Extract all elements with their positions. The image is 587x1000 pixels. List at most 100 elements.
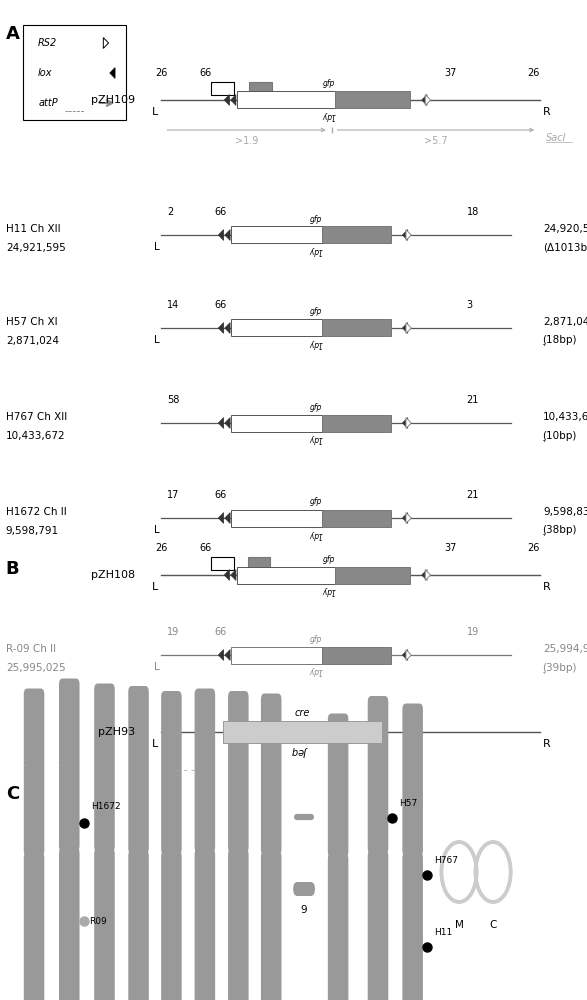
Text: 9,598,791: 9,598,791 [6, 526, 59, 536]
FancyBboxPatch shape [228, 691, 249, 853]
Text: M: M [454, 920, 464, 930]
Polygon shape [225, 650, 230, 660]
Polygon shape [225, 323, 230, 333]
Text: C: C [6, 785, 19, 803]
Text: 25,994,985: 25,994,985 [543, 644, 587, 654]
Text: 2,871,024: 2,871,024 [6, 336, 59, 346]
Text: (Δ1013bp): (Δ1013bp) [543, 243, 587, 253]
Text: attP: attP [38, 98, 58, 108]
Text: H767: H767 [434, 856, 458, 865]
Text: 1dy: 1dy [308, 530, 323, 538]
Polygon shape [218, 650, 224, 660]
Bar [223, 721, 382, 743]
Polygon shape [110, 68, 115, 78]
Polygon shape [406, 418, 411, 428]
FancyBboxPatch shape [128, 850, 149, 1000]
FancyBboxPatch shape [94, 848, 114, 1000]
Text: 37: 37 [444, 68, 457, 78]
Text: 2: 2 [167, 207, 174, 217]
Bar [322, 226, 391, 243]
Text: lox: lox [38, 68, 53, 78]
Text: R: R [543, 107, 551, 117]
Text: 66: 66 [214, 490, 227, 500]
Bar [322, 510, 391, 526]
FancyBboxPatch shape [59, 678, 80, 851]
Text: L: L [152, 582, 158, 592]
FancyBboxPatch shape [403, 704, 423, 856]
Text: A: A [6, 25, 20, 43]
Text: gfp: gfp [322, 80, 335, 89]
Text: 14: 14 [167, 300, 180, 310]
Text: 58: 58 [167, 395, 180, 405]
Polygon shape [224, 95, 230, 105]
Text: 1dy: 1dy [308, 667, 323, 676]
Text: L: L [154, 242, 160, 252]
Bar [322, 414, 391, 432]
Bar [249, 82, 272, 95]
Polygon shape [218, 418, 224, 428]
Text: L: L [152, 107, 158, 117]
Polygon shape [406, 323, 411, 333]
Text: 21: 21 [467, 490, 479, 500]
Text: 24,920,581: 24,920,581 [543, 224, 587, 234]
Polygon shape [421, 95, 427, 105]
Bar [231, 414, 322, 432]
Text: >1.9: >1.9 [235, 136, 258, 146]
Text: Jeq: Jeq [295, 746, 310, 756]
FancyBboxPatch shape [128, 686, 149, 854]
FancyBboxPatch shape [261, 694, 282, 855]
Text: 1dy: 1dy [308, 434, 323, 444]
Text: H57: H57 [399, 799, 418, 808]
Bar [248, 557, 270, 570]
Bar [231, 319, 322, 336]
Polygon shape [403, 513, 408, 523]
Bar [237, 91, 335, 108]
Polygon shape [421, 570, 427, 580]
Text: pZH109: pZH109 [91, 95, 135, 105]
Text: -: - [59, 760, 63, 770]
Polygon shape [425, 95, 430, 105]
Polygon shape [406, 513, 411, 523]
Bar [335, 91, 410, 108]
Text: (̘39bp): (̘39bp) [543, 663, 578, 674]
Polygon shape [218, 230, 224, 240]
FancyBboxPatch shape [261, 851, 282, 1000]
Text: 66: 66 [200, 68, 211, 78]
Polygon shape [231, 570, 236, 580]
Text: R: R [543, 582, 551, 592]
Text: H1672 Ch II: H1672 Ch II [6, 507, 66, 517]
Text: R: R [543, 739, 551, 749]
Text: 10,433,683: 10,433,683 [543, 412, 587, 422]
FancyBboxPatch shape [228, 849, 249, 1000]
Bar [211, 82, 234, 95]
Text: 26: 26 [527, 68, 539, 78]
Bar [335, 566, 410, 584]
Polygon shape [403, 323, 408, 333]
FancyBboxPatch shape [328, 853, 349, 1000]
FancyBboxPatch shape [23, 852, 45, 1000]
FancyBboxPatch shape [161, 851, 182, 1000]
Text: gfp: gfp [309, 308, 322, 316]
Text: 1dy: 1dy [308, 246, 323, 255]
Bar [231, 510, 322, 526]
Polygon shape [403, 230, 408, 240]
Text: L: L [154, 525, 160, 535]
Bar [211, 557, 234, 570]
FancyBboxPatch shape [294, 882, 315, 896]
Text: R-09 Ch II: R-09 Ch II [6, 644, 56, 654]
Text: gfp: gfp [309, 635, 322, 644]
Text: H11: H11 [434, 928, 453, 937]
Text: 66: 66 [214, 207, 227, 217]
Text: - - -: - - - [176, 765, 195, 775]
Text: pZH93: pZH93 [98, 727, 135, 737]
FancyBboxPatch shape [94, 684, 114, 852]
Text: 10,433,672: 10,433,672 [6, 431, 66, 441]
Text: L: L [152, 739, 158, 749]
Text: 26: 26 [155, 68, 168, 78]
Text: pZH108: pZH108 [91, 570, 135, 580]
Bar [237, 566, 335, 584]
FancyBboxPatch shape [367, 696, 389, 854]
FancyBboxPatch shape [194, 688, 215, 853]
Text: 19: 19 [467, 627, 479, 637]
Text: 9,598,830: 9,598,830 [543, 507, 587, 517]
